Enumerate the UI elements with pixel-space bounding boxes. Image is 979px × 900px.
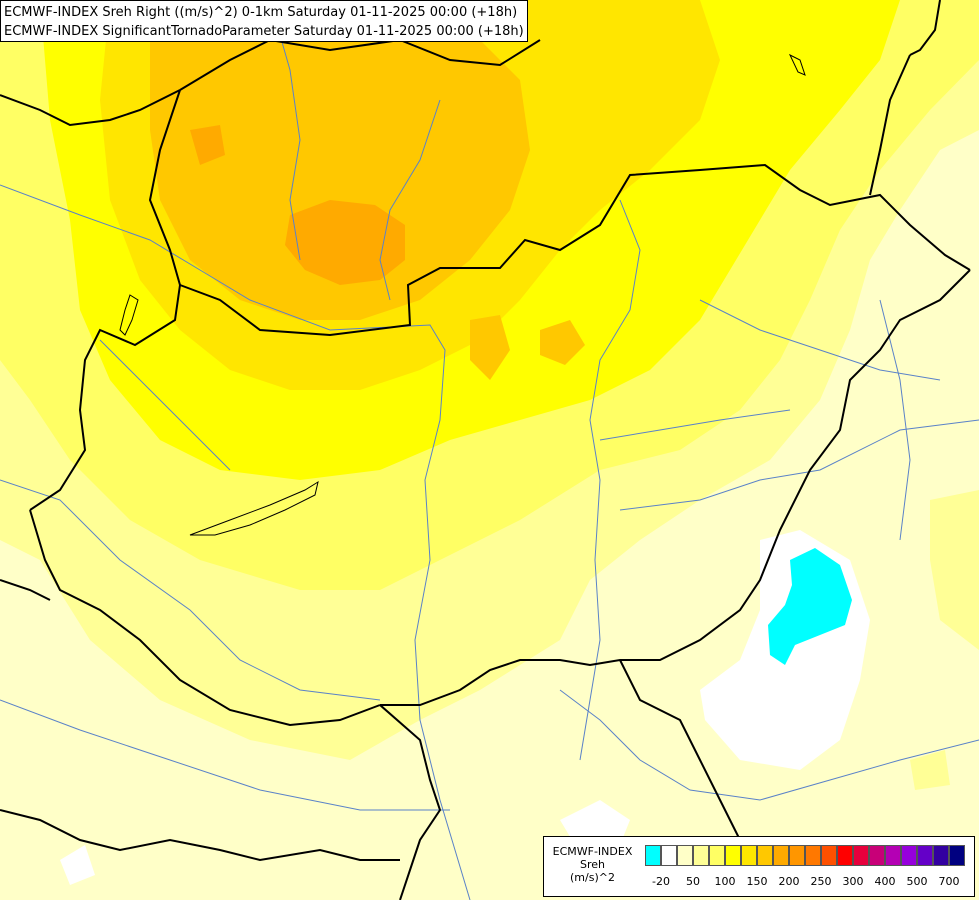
river-tisza <box>579 199 641 761</box>
border-moldova <box>909 0 941 56</box>
legend-tick-label: 500 <box>906 875 928 888</box>
legend-swatch <box>693 845 709 866</box>
legend-swatch <box>949 845 965 866</box>
legend-source: ECMWF-INDEX <box>552 845 633 858</box>
river-raba <box>99 339 231 471</box>
border-hungary-croatia <box>29 509 381 727</box>
legend-tick-label: 300 <box>842 875 864 888</box>
lakes <box>119 53 806 536</box>
map-header: ECMWF-INDEX Sreh Right ((m/s)^2) 0-1km S… <box>0 0 528 42</box>
legend-swatch <box>645 845 661 866</box>
river-morava <box>559 689 979 801</box>
header-line-2: ECMWF-INDEX SignificantTornadoParameter … <box>4 24 524 39</box>
sreh-contour-white-south <box>560 800 630 845</box>
border-croatia-bosnia <box>0 809 400 862</box>
border-ukraine-romania <box>620 269 971 661</box>
legend-swatch <box>933 845 949 866</box>
border-slovakia-hungary <box>179 163 971 337</box>
river-olt <box>879 299 911 541</box>
legend-swatch <box>805 845 821 866</box>
legend-swatch <box>853 845 869 866</box>
lake-neusiedl <box>119 294 139 336</box>
legend-swatch <box>901 845 917 866</box>
legend-swatch <box>773 845 789 866</box>
sreh-contour-level1-east <box>930 490 979 650</box>
river-drava <box>0 479 381 701</box>
legend-tick-label: 100 <box>714 875 736 888</box>
sreh-contour-cyan <box>768 548 852 665</box>
river-hron <box>379 99 441 301</box>
sreh-contour-level5 <box>150 10 530 320</box>
legend-swatch <box>821 845 837 866</box>
legend-swatch <box>885 845 901 866</box>
legend-tick-label: 700 <box>938 875 960 888</box>
sreh-contour-level6 <box>285 200 405 285</box>
legend-variable: Sreh <box>579 858 605 871</box>
river-koros <box>599 409 791 441</box>
sreh-contour-level1-south <box>910 750 950 790</box>
lake-balaton <box>189 480 319 536</box>
legend-tick-label: -20 <box>652 875 670 888</box>
sreh-contour-level5-east <box>540 320 585 365</box>
border-poland-slovakia <box>179 38 541 91</box>
legend-swatch <box>757 845 773 866</box>
border-croatia-slovenia <box>0 579 51 601</box>
legend-swatch <box>661 845 677 866</box>
legend-swatch <box>869 845 885 866</box>
legend-swatch <box>917 845 933 866</box>
legend-swatch <box>677 845 693 866</box>
border-croatia-serbia <box>379 704 442 900</box>
legend-tick-label: 200 <box>778 875 800 888</box>
sreh-contour-white-sw <box>60 845 95 885</box>
legend-swatch <box>741 845 757 866</box>
legend-swatch <box>725 845 741 866</box>
sreh-contour-level6-north <box>190 125 225 165</box>
legend-tick-label: 400 <box>874 875 896 888</box>
legend-title: ECMWF-INDEX Sreh (m/s)^2 <box>544 845 641 884</box>
border-austria-hungary <box>29 284 181 511</box>
legend-tick-label: 150 <box>746 875 768 888</box>
river-danube <box>0 184 471 900</box>
color-legend: ECMWF-INDEX Sreh (m/s)^2 -20 50 100 150 200 2… <box>543 836 975 897</box>
header-line-1: ECMWF-INDEX Sreh Right ((m/s)^2) 0-1km S… <box>4 5 518 20</box>
river-vah <box>269 0 301 261</box>
border-czech-slovakia <box>0 89 181 127</box>
border-serbia-romania <box>619 659 741 841</box>
river-szamos <box>699 299 941 381</box>
border-poland-ukraine <box>869 54 911 196</box>
legend-tick-label: 50 <box>686 875 700 888</box>
river-mures <box>619 419 979 511</box>
legend-swatch <box>709 845 725 866</box>
border-austria-slovakia <box>148 89 181 286</box>
river-sava <box>0 699 450 811</box>
border-hungary-romania <box>380 659 660 706</box>
legend-swatch <box>837 845 853 866</box>
legend-unit: (m/s)^2 <box>570 871 615 884</box>
legend-swatch <box>789 845 805 866</box>
sreh-contour-level5-center <box>470 315 510 380</box>
legend-tick-label: 250 <box>810 875 832 888</box>
lake-east <box>788 53 806 76</box>
